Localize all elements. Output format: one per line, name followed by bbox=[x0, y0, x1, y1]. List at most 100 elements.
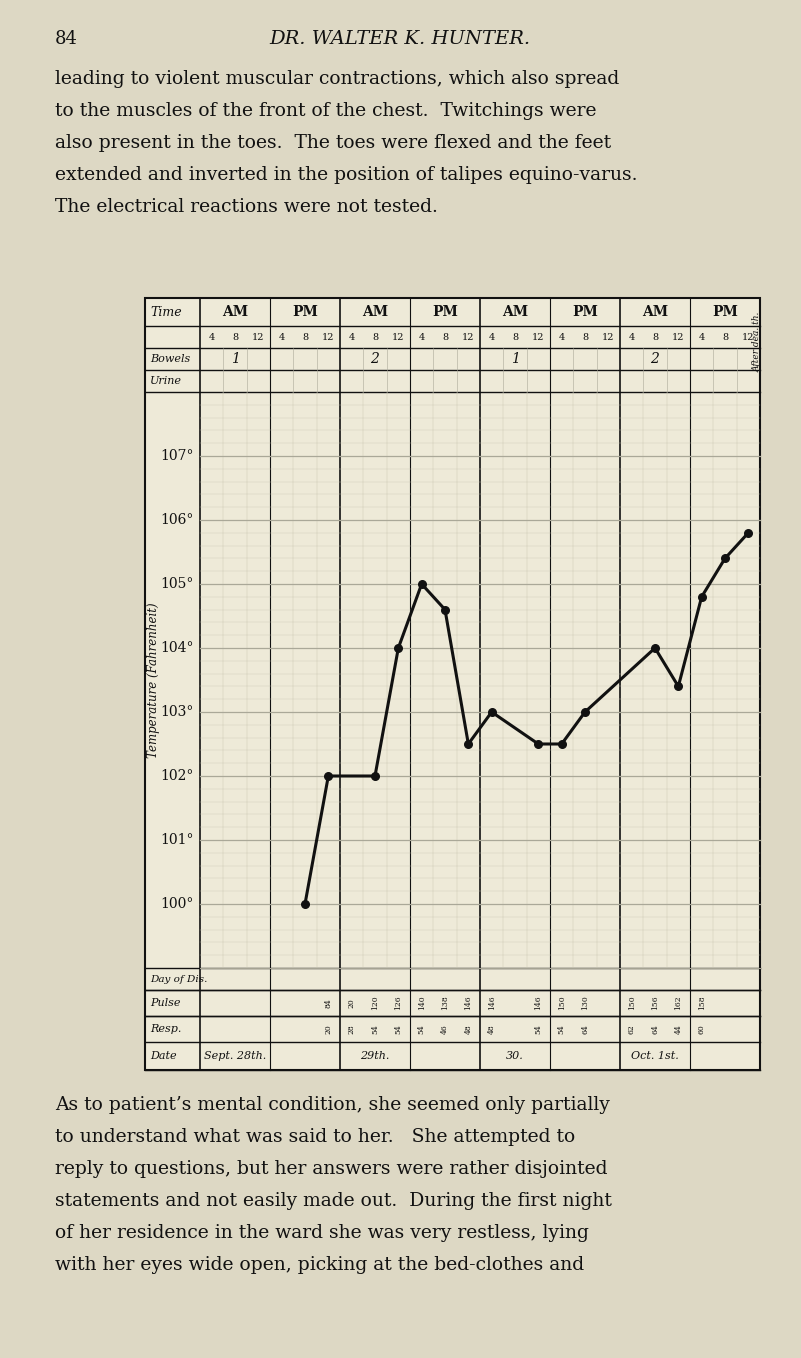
Text: 102°: 102° bbox=[161, 769, 194, 784]
Text: 4: 4 bbox=[419, 333, 425, 341]
Text: 105°: 105° bbox=[161, 577, 194, 591]
Point bbox=[392, 637, 405, 659]
Text: with her eyes wide open, picking at the bed-clothes and: with her eyes wide open, picking at the … bbox=[55, 1256, 584, 1274]
Point bbox=[532, 733, 545, 755]
Text: 4: 4 bbox=[208, 333, 215, 341]
Text: 140: 140 bbox=[417, 995, 425, 1010]
Text: 12: 12 bbox=[532, 333, 545, 341]
Text: 84: 84 bbox=[55, 30, 78, 48]
Point bbox=[368, 765, 381, 786]
Text: PM: PM bbox=[572, 306, 598, 319]
Text: 54: 54 bbox=[417, 1024, 425, 1033]
Text: reply to questions, but her answers were rather disjointed: reply to questions, but her answers were… bbox=[55, 1160, 607, 1177]
Text: leading to violent muscular contractions, which also spread: leading to violent muscular contractions… bbox=[55, 71, 619, 88]
Text: 12: 12 bbox=[742, 333, 755, 341]
Text: Pulse: Pulse bbox=[150, 998, 180, 1008]
Text: 12: 12 bbox=[602, 333, 614, 341]
Text: 138: 138 bbox=[441, 995, 449, 1010]
Text: 8: 8 bbox=[372, 333, 378, 341]
Text: 20: 20 bbox=[348, 998, 356, 1008]
Text: Time: Time bbox=[150, 306, 182, 319]
Text: 46: 46 bbox=[441, 1024, 449, 1033]
Text: 54: 54 bbox=[557, 1024, 566, 1033]
Text: 120: 120 bbox=[371, 995, 379, 1010]
Text: Urine: Urine bbox=[150, 376, 182, 386]
Text: DR. WALTER K. HUNTER.: DR. WALTER K. HUNTER. bbox=[269, 30, 530, 48]
Text: 54: 54 bbox=[394, 1024, 402, 1033]
Point bbox=[555, 733, 568, 755]
Text: 8: 8 bbox=[302, 333, 308, 341]
Point bbox=[742, 521, 755, 543]
Text: Bowels: Bowels bbox=[150, 354, 191, 364]
Text: 29th.: 29th. bbox=[360, 1051, 390, 1061]
Text: 2: 2 bbox=[371, 352, 380, 367]
Text: PM: PM bbox=[432, 306, 458, 319]
Text: 8: 8 bbox=[582, 333, 588, 341]
Text: 8: 8 bbox=[722, 333, 728, 341]
Text: Oct. 1st.: Oct. 1st. bbox=[631, 1051, 679, 1061]
Text: 130: 130 bbox=[581, 995, 589, 1010]
Text: 100°: 100° bbox=[161, 898, 194, 911]
Text: PM: PM bbox=[292, 306, 318, 319]
Point bbox=[299, 894, 312, 915]
Text: extended and inverted in the position of talipes equino-varus.: extended and inverted in the position of… bbox=[55, 166, 638, 183]
Text: 48: 48 bbox=[488, 1024, 496, 1033]
Text: 28: 28 bbox=[348, 1024, 356, 1033]
Text: to the muscles of the front of the chest.  Twitchings were: to the muscles of the front of the chest… bbox=[55, 102, 597, 120]
Text: 156: 156 bbox=[651, 995, 659, 1010]
Text: 158: 158 bbox=[698, 995, 706, 1010]
Text: 4: 4 bbox=[698, 333, 705, 341]
Text: 4: 4 bbox=[348, 333, 355, 341]
Text: 4: 4 bbox=[558, 333, 565, 341]
Text: 2: 2 bbox=[650, 352, 659, 367]
Text: 84: 84 bbox=[324, 998, 332, 1008]
Text: 20: 20 bbox=[324, 1024, 332, 1033]
Point bbox=[578, 701, 591, 722]
Text: 48: 48 bbox=[465, 1024, 473, 1033]
Text: 8: 8 bbox=[652, 333, 658, 341]
Text: 60: 60 bbox=[698, 1024, 706, 1033]
Text: AM: AM bbox=[222, 306, 248, 319]
Text: 150: 150 bbox=[628, 995, 636, 1010]
Text: 146: 146 bbox=[465, 995, 473, 1010]
Text: Day of Dis.: Day of Dis. bbox=[150, 975, 207, 983]
Text: 8: 8 bbox=[442, 333, 448, 341]
Text: Date: Date bbox=[150, 1051, 177, 1061]
Text: The electrical reactions were not tested.: The electrical reactions were not tested… bbox=[55, 198, 438, 216]
Text: 146: 146 bbox=[534, 995, 542, 1010]
Text: 146: 146 bbox=[488, 995, 496, 1010]
Text: 1: 1 bbox=[510, 352, 519, 367]
Point bbox=[322, 765, 335, 786]
Text: 54: 54 bbox=[534, 1024, 542, 1033]
Text: After dea. th.: After dea. th. bbox=[752, 311, 762, 372]
Text: 44: 44 bbox=[674, 1024, 682, 1033]
Text: 64: 64 bbox=[581, 1024, 589, 1033]
Text: AM: AM bbox=[642, 306, 668, 319]
Text: 106°: 106° bbox=[161, 513, 194, 527]
Text: 12: 12 bbox=[672, 333, 685, 341]
Text: 4: 4 bbox=[629, 333, 634, 341]
Text: statements and not easily made out.  During the first night: statements and not easily made out. Duri… bbox=[55, 1192, 612, 1210]
Point bbox=[462, 733, 475, 755]
Text: 12: 12 bbox=[392, 333, 405, 341]
Text: 1: 1 bbox=[231, 352, 239, 367]
Text: of her residence in the ward she was very restless, lying: of her residence in the ward she was ver… bbox=[55, 1224, 589, 1243]
Text: 12: 12 bbox=[252, 333, 264, 341]
Text: to understand what was said to her.   She attempted to: to understand what was said to her. She … bbox=[55, 1128, 575, 1146]
Text: 126: 126 bbox=[394, 995, 402, 1010]
Text: Temperature (Fahrenheit): Temperature (Fahrenheit) bbox=[147, 602, 159, 758]
Point bbox=[672, 675, 685, 697]
Text: 62: 62 bbox=[628, 1024, 636, 1033]
Text: PM: PM bbox=[712, 306, 738, 319]
Text: 162: 162 bbox=[674, 995, 682, 1010]
Point bbox=[649, 637, 662, 659]
Text: 107°: 107° bbox=[160, 449, 194, 463]
Text: Sept. 28th.: Sept. 28th. bbox=[204, 1051, 266, 1061]
Text: 101°: 101° bbox=[160, 832, 194, 847]
Text: 30.: 30. bbox=[506, 1051, 524, 1061]
Text: 12: 12 bbox=[462, 333, 474, 341]
Point bbox=[485, 701, 498, 722]
Text: 150: 150 bbox=[557, 995, 566, 1010]
Point bbox=[415, 573, 428, 595]
Text: 104°: 104° bbox=[160, 641, 194, 655]
